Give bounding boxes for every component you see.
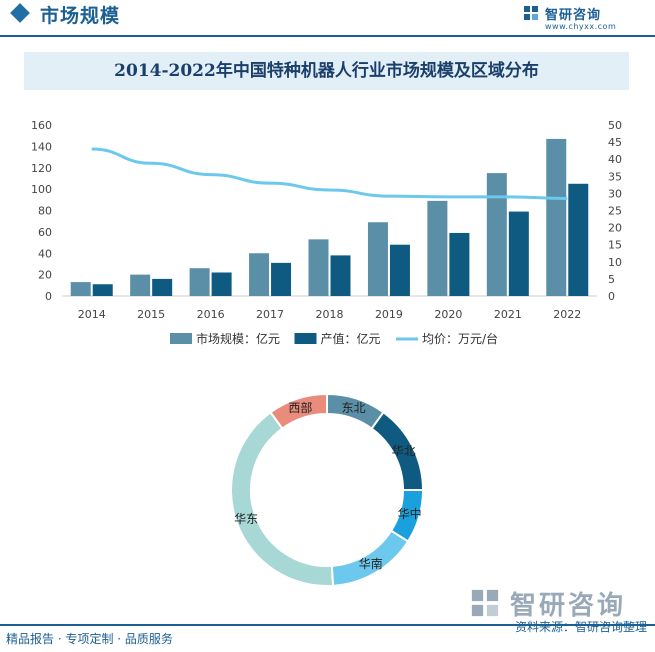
y-right-tick-label: 5: [608, 273, 615, 286]
header-divider: [0, 35, 655, 37]
donut-slice: [269, 392, 328, 430]
legend-swatch: [294, 333, 317, 344]
brand-url: www.chyxx.com: [545, 22, 617, 31]
x-tick-label: 2020: [434, 308, 462, 321]
y-left-tick-label: 100: [31, 183, 52, 196]
output-value-bar: [152, 278, 173, 296]
market-size-bar: [130, 274, 151, 296]
page-header: 市场规模 智研咨询 www.chyxx.com: [0, 0, 655, 37]
output-value-bar: [211, 272, 232, 296]
market-size-bar: [189, 268, 210, 296]
y-left-tick-label: 160: [31, 119, 52, 132]
donut-slice-label: 华南: [359, 556, 383, 571]
y-left-tick-label: 120: [31, 162, 52, 175]
bar-line-chart: 0 20 40 60 80 100 120 140 160 0 5 10 15 20 25 30 35 40 45 5…: [31, 119, 622, 346]
donut-slice-label: 东北: [342, 401, 366, 415]
y-left-tick-label: 20: [38, 269, 52, 282]
chart-title-band: 2014-2022年中国特种机器人行业市场规模及区域分布: [24, 52, 629, 90]
watermark-text: 智研咨询: [510, 591, 627, 621]
y-right-tick-label: 10: [608, 256, 622, 269]
market-size-bar: [367, 222, 388, 296]
market-size-bar: [546, 138, 567, 296]
x-tick-label: 2021: [494, 308, 522, 321]
market-size-bar: [427, 200, 448, 296]
y-left-tick-label: 60: [38, 226, 52, 239]
y-right-tick-label: 0: [608, 290, 615, 303]
x-tick-label: 2018: [316, 308, 344, 321]
brand-name: 智研咨询: [545, 8, 602, 23]
x-tick-label: 2016: [197, 308, 225, 321]
donut-slice-label: 华北: [392, 444, 416, 458]
y-right-tick-label: 25: [608, 205, 622, 218]
x-tick-label: 2019: [375, 308, 403, 321]
donut-slice-label: 华中: [398, 506, 422, 521]
market-size-bar: [249, 253, 270, 296]
output-value-bar: [508, 211, 529, 296]
brand-logo: 智研咨询 www.chyxx.com: [523, 4, 643, 34]
y-right-tick-label: 15: [608, 239, 622, 252]
footer-divider: [0, 624, 655, 626]
legend-label: 均价：万元/台: [422, 331, 498, 346]
donut-slice-label: 西部: [288, 400, 312, 415]
legend-label: 市场规模：亿元: [196, 331, 280, 346]
y-right-tick-label: 20: [608, 222, 622, 235]
output-value-bar: [330, 255, 351, 296]
y-left-tick-label: 0: [45, 290, 52, 303]
x-tick-label: 2022: [553, 308, 581, 321]
market-size-bar: [308, 239, 329, 296]
donut-slice: [230, 410, 335, 587]
output-value-bar: [92, 284, 113, 296]
market-size-bar: [486, 173, 507, 296]
legend-label: 产值：亿元: [321, 331, 381, 346]
section-title: 市场规模: [40, 5, 121, 27]
y-right-tick-label: 45: [608, 136, 622, 149]
source-note: 资料来源：智研咨询整理: [514, 620, 647, 634]
y-right-tick-label: 40: [608, 153, 622, 166]
chart-title: 2014-2022年中国特种机器人行业市场规模及区域分布: [114, 61, 539, 81]
output-value-bar: [389, 244, 410, 296]
brand-mark-icon: [524, 6, 538, 20]
output-value-bar: [271, 262, 292, 296]
x-tick-label: 2017: [256, 308, 284, 321]
y-left-tick-label: 80: [38, 205, 52, 218]
footer-tagline: 精品报告 · 专项定制 · 品质服务: [6, 632, 173, 646]
y-right-tick-label: 50: [608, 119, 622, 132]
y-left-tick-label: 140: [31, 140, 52, 153]
donut-slice-label: 华东: [234, 512, 258, 526]
output-value-bar: [449, 232, 470, 296]
y-right-tick-label: 35: [608, 170, 622, 183]
x-tick-label: 2014: [78, 308, 106, 321]
market-size-bar: [70, 282, 91, 296]
x-tick-label: 2015: [137, 308, 165, 321]
output-value-bar: [568, 183, 589, 296]
avg-price-line: [91, 147, 568, 201]
footer-watermark: 智研咨询: [470, 585, 640, 621]
watermark-mark-icon: [471, 589, 499, 617]
legend-swatch: [170, 333, 192, 344]
y-left-tick-label: 40: [38, 247, 52, 260]
diamond-icon: [10, 3, 30, 23]
y-right-tick-label: 30: [608, 187, 622, 200]
